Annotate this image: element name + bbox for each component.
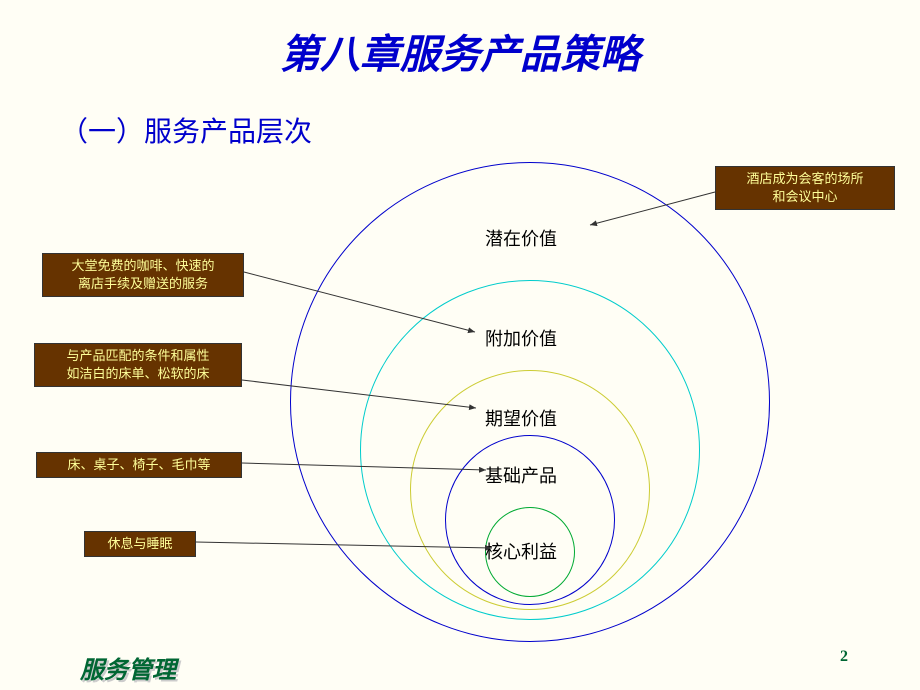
note-expected: 与产品匹配的条件和属性如洁白的床单、松软的床	[34, 343, 242, 387]
note-basic: 床、桌子、椅子、毛巾等	[36, 452, 242, 478]
note-added-line-0: 大堂免费的咖啡、快速的	[49, 257, 237, 275]
footer-label: 服务管理	[80, 650, 176, 685]
note-core-line-0: 休息与睡眠	[91, 535, 189, 553]
slide-title: 第八章服务产品策略	[0, 22, 920, 80]
ring-label-3: 基础产品	[485, 462, 557, 488]
note-potential: 酒店成为会客的场所和会议中心	[715, 166, 895, 210]
note-potential-line-1: 和会议中心	[722, 188, 888, 206]
note-expected-line-1: 如洁白的床单、松软的床	[41, 365, 235, 383]
note-basic-line-0: 床、桌子、椅子、毛巾等	[43, 456, 235, 474]
slide-subtitle: （一）服务产品层次	[60, 110, 312, 150]
ring-label-0: 潜在价值	[485, 225, 557, 251]
ring-label-4: 核心利益	[485, 538, 557, 564]
note-added-line-1: 离店手续及赠送的服务	[49, 275, 237, 293]
note-added: 大堂免费的咖啡、快速的离店手续及赠送的服务	[42, 253, 244, 297]
page-number: 2	[840, 648, 848, 666]
note-expected-line-0: 与产品匹配的条件和属性	[41, 347, 235, 365]
note-potential-line-0: 酒店成为会客的场所	[722, 170, 888, 188]
ring-label-1: 附加价值	[485, 325, 557, 351]
ring-label-2: 期望价值	[485, 405, 557, 431]
note-core: 休息与睡眠	[84, 531, 196, 557]
